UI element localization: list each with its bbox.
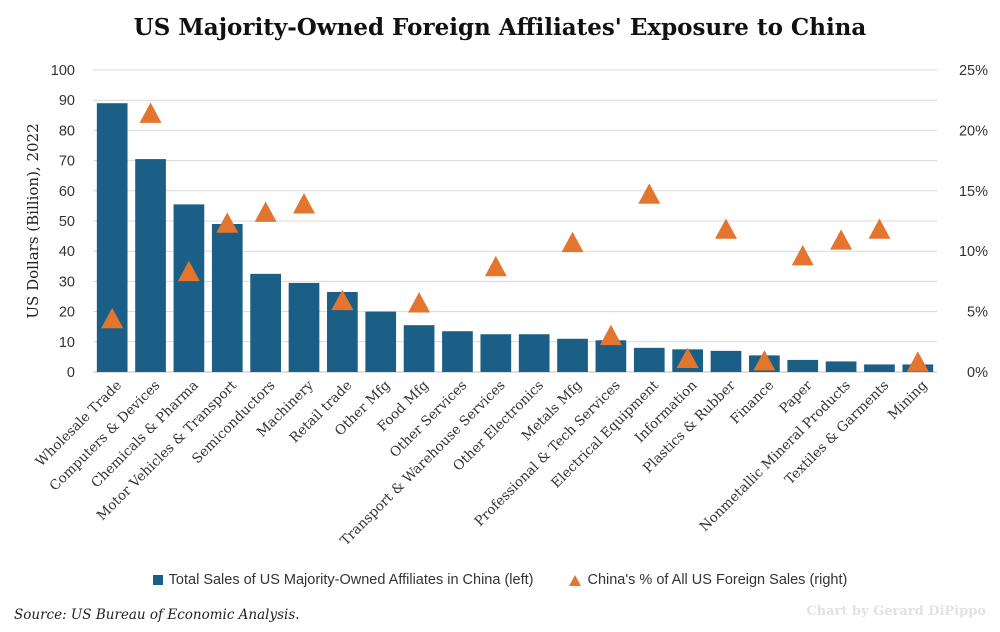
bar [787, 359, 819, 372]
bar [864, 364, 895, 372]
share-marker [561, 231, 584, 253]
bar [135, 159, 166, 372]
y-tick-label-right: 25% [959, 63, 988, 79]
y-tick-label-left: 40 [59, 244, 75, 260]
bar [250, 273, 281, 372]
chart-credit: Chart by Gerard DiPippo [806, 604, 986, 619]
y-tick-label-right: 20% [959, 123, 988, 139]
share-marker [830, 229, 853, 250]
y-tick-label-right: 5% [967, 305, 988, 321]
share-marker [753, 350, 776, 371]
share-marker [599, 324, 622, 346]
share-marker [676, 347, 699, 369]
y-tick-label-right: 15% [959, 184, 988, 200]
legend-item-share: China's % of All US Foreign Sales (right… [569, 572, 847, 588]
share-marker [638, 183, 661, 204]
bar [557, 338, 588, 372]
bar [211, 224, 243, 372]
share-marker [139, 102, 162, 123]
legend-triangle-swatch [569, 574, 582, 586]
chart-title: US Majority-Owned Foreign Affiliates' Ex… [133, 14, 867, 41]
y-tick-label-left: 90 [59, 93, 75, 109]
bar [710, 350, 742, 372]
bar [288, 282, 320, 372]
bar [825, 361, 857, 372]
bar [173, 204, 205, 372]
y-tick-label-left: 60 [59, 184, 75, 200]
x-tick-label: Motor Vehicles & Transport [94, 377, 241, 524]
bar [442, 331, 473, 372]
y-tick-label-left: 80 [59, 123, 75, 139]
y-tick-label-left: 70 [59, 154, 75, 170]
y-tick-label-right: 0% [967, 365, 988, 381]
y-tick-label-left: 30 [59, 274, 75, 290]
y-tick-label-left: 10 [59, 335, 75, 351]
source-note: Source: US Bureau of Economic Analysis. [14, 607, 300, 623]
share-marker [906, 351, 929, 372]
y-tick-label-left: 50 [59, 214, 75, 230]
bar [403, 325, 435, 372]
bar [365, 311, 397, 372]
share-marker [408, 292, 431, 313]
share-marker [254, 201, 277, 222]
x-tick-label: Mining [885, 377, 931, 423]
share-marker [101, 307, 124, 329]
share-marker [216, 212, 239, 233]
share-marker [484, 255, 507, 277]
legend-item-sales: Total Sales of US Majority-Owned Affilia… [152, 572, 534, 588]
bar [480, 334, 512, 372]
bar [518, 334, 550, 372]
y-tick-label-left: 100 [51, 63, 75, 79]
bar [595, 340, 627, 372]
legend-label-sales: Total Sales of US Majority-Owned Affilia… [168, 572, 534, 588]
share-marker [791, 245, 814, 266]
y-tick-label-left: 20 [59, 305, 75, 321]
share-marker [177, 260, 200, 282]
y-tick-label-right: 10% [959, 244, 988, 260]
legend-bar-swatch [152, 575, 163, 585]
share-marker [331, 289, 354, 311]
y-axis-label: US Dollars (Billion), 2022 [24, 123, 42, 318]
share-marker [293, 193, 315, 214]
bar [96, 103, 128, 372]
y-tick-label-left: 0 [67, 365, 75, 381]
legend-label-share: China's % of All US Foreign Sales (right… [587, 572, 848, 588]
bar [633, 347, 665, 372]
share-marker [715, 218, 737, 239]
share-marker [868, 218, 891, 239]
legend: Total Sales of US Majority-Owned Affilia… [0, 572, 1000, 588]
